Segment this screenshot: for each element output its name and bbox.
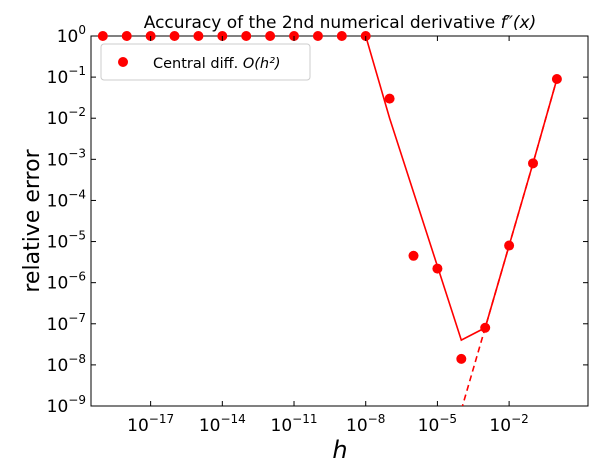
y-tick-label: 10−7 bbox=[47, 311, 86, 335]
y-tick-label: 10−2 bbox=[47, 105, 86, 129]
legend: Central diff. O(h²) bbox=[100, 43, 311, 81]
data-point bbox=[551, 73, 562, 84]
x-tick-label: 10−5 bbox=[418, 412, 457, 436]
x-axis-ticks: 10−17 10−14 10−11 10−8 10−5 10−2 bbox=[127, 36, 529, 436]
data-point bbox=[97, 31, 108, 41]
y-tick-label: 10−1 bbox=[47, 64, 86, 88]
y-tick-label: 10−6 bbox=[47, 270, 86, 294]
x-tick-label: 10−17 bbox=[127, 412, 174, 436]
data-point bbox=[265, 31, 276, 41]
data-point bbox=[504, 240, 515, 251]
legend-label: Central diff. O(h²) bbox=[153, 56, 281, 72]
y-tick-label: 10−4 bbox=[47, 187, 86, 211]
data-point bbox=[241, 31, 252, 41]
y-tick-label: 10−9 bbox=[47, 393, 86, 417]
x-tick-label: 10−8 bbox=[346, 412, 385, 436]
y-tick-label: 10−5 bbox=[47, 229, 86, 253]
x-axis-label: h bbox=[332, 436, 347, 464]
chart-title: Accuracy of the 2nd numerical derivative… bbox=[144, 13, 537, 33]
data-point bbox=[408, 250, 419, 261]
data-point bbox=[169, 31, 180, 41]
data-point bbox=[528, 158, 539, 169]
x-tick-label: 10−2 bbox=[489, 412, 528, 436]
plot-area bbox=[90, 35, 589, 407]
y-tick-label: 100 bbox=[57, 23, 86, 47]
data-point bbox=[193, 31, 204, 41]
data-point bbox=[480, 322, 491, 333]
y-tick-label: 10−3 bbox=[47, 146, 86, 170]
data-point bbox=[456, 353, 467, 364]
points-layer bbox=[97, 31, 562, 364]
x-tick-label: 10−11 bbox=[271, 412, 318, 436]
data-point bbox=[384, 93, 395, 104]
x-tick-label: 10−14 bbox=[199, 412, 246, 436]
data-point bbox=[336, 31, 347, 41]
data-point bbox=[121, 31, 132, 41]
y-tick-label: 10−8 bbox=[47, 352, 86, 376]
legend-marker bbox=[118, 57, 128, 67]
legend-box bbox=[100, 43, 311, 81]
y-axis-label: relative error bbox=[20, 148, 45, 292]
data-point bbox=[312, 31, 323, 41]
data-point bbox=[432, 263, 443, 274]
y-axis-ticks: 100 10−1 10−2 10−3 10−4 10−5 10−6 10−7 10−8 10−9 bbox=[47, 23, 588, 417]
